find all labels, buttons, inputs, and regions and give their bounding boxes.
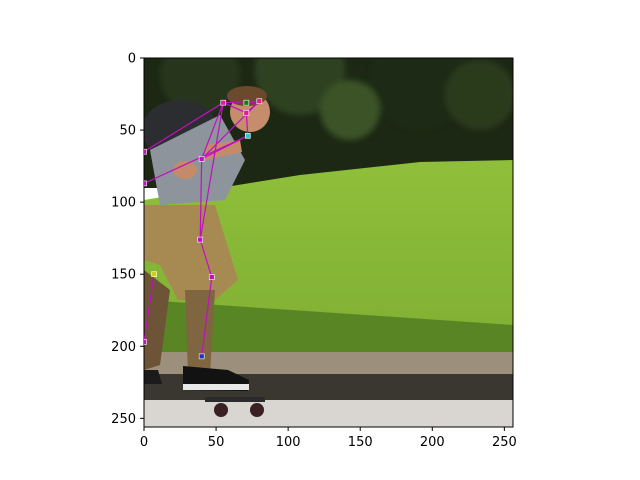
skeleton-bone: [223, 102, 247, 114]
skeleton-bone: [144, 274, 155, 343]
keypoint-marker: [256, 98, 263, 105]
y-tick-label: 0: [128, 52, 136, 67]
keypoint-marker: [198, 156, 205, 162]
keypoint-marker: [208, 274, 215, 280]
skeleton-bone: [199, 102, 224, 240]
keypoint-marker: [197, 236, 204, 243]
keypoint-marker: [244, 133, 251, 139]
skeleton-bone: [199, 239, 213, 278]
keypoint-marker: [243, 109, 250, 116]
photo: [144, 58, 513, 427]
x-tick-label: 250: [492, 435, 517, 450]
skeleton-bone: [201, 277, 213, 357]
x-tick-label: 100: [276, 435, 301, 450]
y-tick-label: 200: [111, 340, 136, 355]
keypoint-marker: [243, 99, 250, 106]
keypoint-marker: [151, 271, 157, 278]
plot-frame: [143, 57, 514, 428]
skeleton-bone: [199, 158, 203, 240]
y-tick-label: 100: [111, 196, 136, 211]
keypoint-marker: [144, 180, 147, 187]
skeleton-bone: [245, 112, 249, 136]
x-tick-label: 150: [348, 435, 373, 450]
keypoint-marker: [144, 339, 147, 345]
keypoint-marker: [220, 99, 227, 106]
skeleton-bone: [201, 102, 224, 160]
y-tick-label: 150: [111, 268, 136, 283]
y-tick-label: 50: [119, 124, 136, 139]
skeleton-bone: [144, 135, 249, 184]
keypoint-marker: [198, 353, 205, 360]
x-tick-label: 50: [208, 435, 225, 450]
pose-overlay: [144, 98, 263, 360]
x-axis: 0 50 100 150 200 250: [140, 427, 517, 450]
skeleton-bone: [144, 102, 224, 153]
keypoint-marker: [144, 148, 147, 155]
skeleton-bone: [201, 100, 260, 160]
y-tick-label: 250: [111, 412, 136, 427]
x-tick-label: 0: [140, 435, 148, 450]
x-tick-label: 200: [420, 435, 445, 450]
y-axis: 0 50 100 150 200 250: [111, 52, 144, 427]
